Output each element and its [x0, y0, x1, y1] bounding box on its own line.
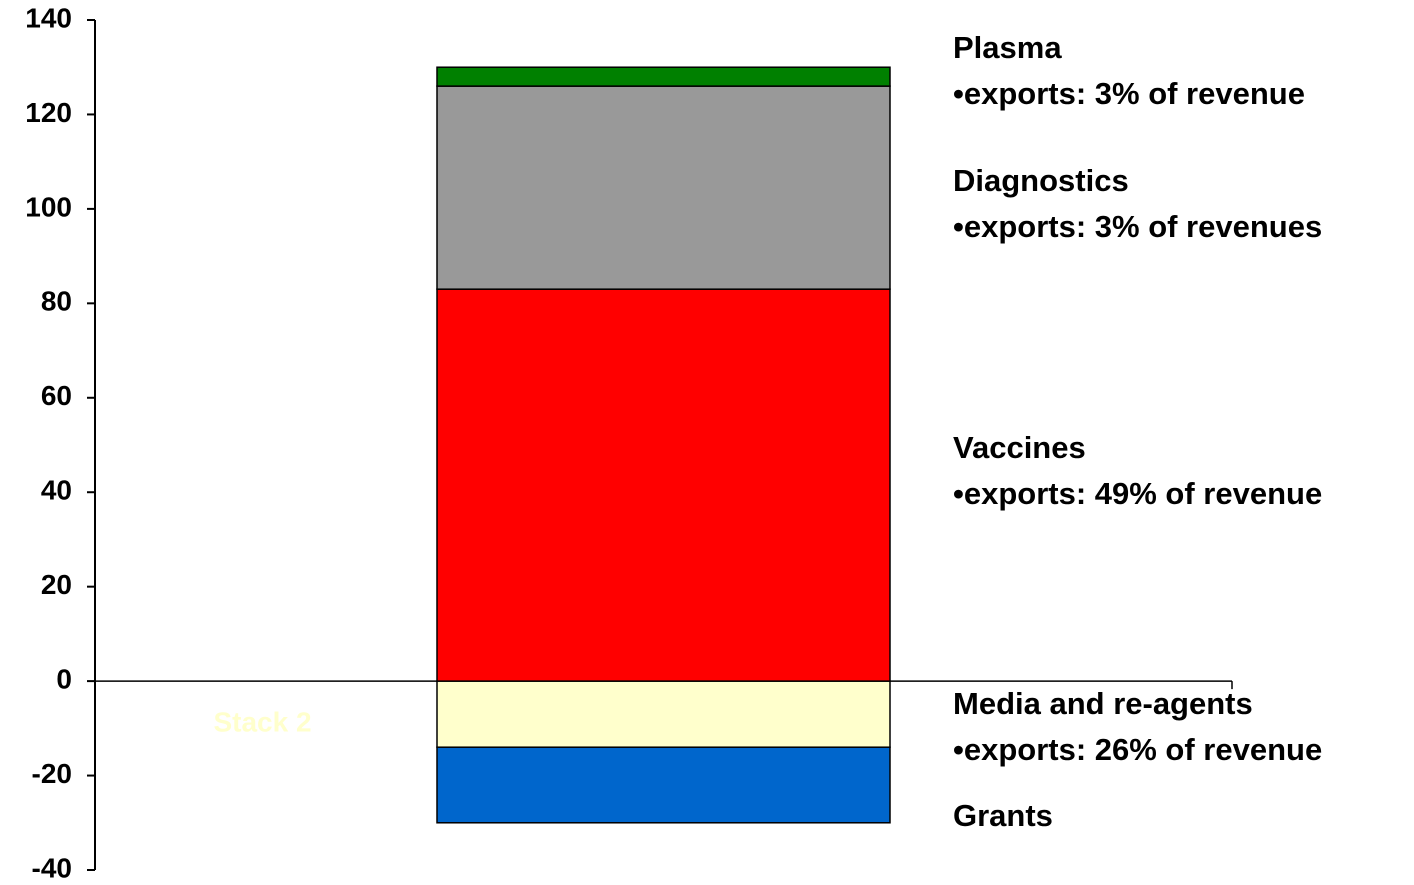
y-tick-label: -40	[32, 852, 72, 883]
series-annotation: •exports: 49% of revenue	[953, 476, 1322, 511]
y-tick-label: 40	[41, 475, 72, 506]
bar-segment	[436, 746, 891, 824]
bar-segment	[436, 288, 891, 682]
y-tick-label: 120	[25, 97, 72, 128]
y-tick-label: 100	[25, 191, 72, 222]
y-tick-label: 20	[41, 569, 72, 600]
series-label: Grants	[953, 798, 1053, 833]
y-tick-label: 140	[25, 2, 72, 33]
series-label: Vaccines	[953, 430, 1086, 465]
y-tick-label: 60	[41, 380, 72, 411]
bar-segment	[436, 66, 891, 87]
series-label: Plasma	[953, 30, 1062, 65]
bar-segment	[436, 680, 891, 748]
bar-segment	[436, 85, 891, 290]
y-tick-label: -20	[32, 758, 72, 789]
series-label: Media and re-agents	[953, 686, 1253, 721]
y-tick-label: 80	[41, 286, 72, 317]
series-annotation: •exports: 3% of revenue	[953, 76, 1305, 111]
y-tick-label: 0	[56, 664, 72, 695]
series-annotation: •exports: 3% of revenues	[953, 209, 1322, 244]
series-label: Diagnostics	[953, 163, 1129, 198]
x-tick-label: Stack 2	[213, 707, 311, 738]
series-annotation: •exports: 26% of revenue	[953, 732, 1322, 767]
